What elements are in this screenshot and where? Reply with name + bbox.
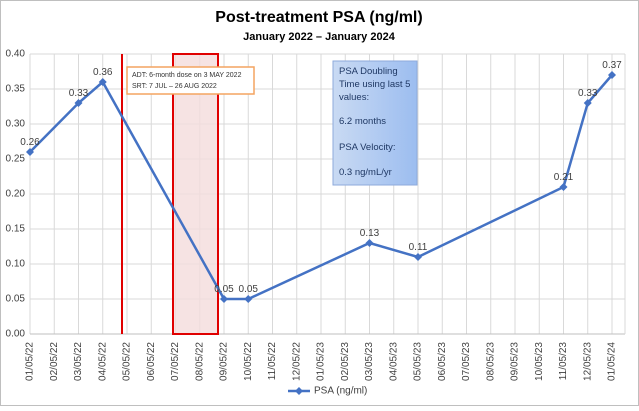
data-label: 0.33 <box>69 88 89 99</box>
x-tick-label: 04/05/22 <box>97 342 108 381</box>
stats-note: 0.3 ng/mL/yr <box>339 167 392 178</box>
x-tick-label: 06/05/23 <box>437 342 448 381</box>
x-tick-label: 09/05/23 <box>510 342 521 381</box>
x-tick-label: 12/05/22 <box>291 342 302 381</box>
y-tick-label: 0.15 <box>6 224 26 235</box>
data-label: 0.33 <box>578 88 598 99</box>
data-label: 0.05 <box>239 284 259 295</box>
data-label: 0.11 <box>409 242 428 253</box>
data-point <box>244 295 253 303</box>
plot-layer: 0.26 0.33 0.36 0.05 0.05 0.13 0.11 0.21 0.33 0.37 <box>20 60 622 303</box>
x-tick-label: 01/05/22 <box>25 342 36 381</box>
y-tick-label: 0.05 <box>6 294 26 305</box>
data-point <box>414 253 422 261</box>
x-tick-label: 02/05/23 <box>340 342 351 381</box>
data-label: 0.21 <box>554 172 574 183</box>
grid-layer <box>29 53 626 335</box>
data-label: 0.13 <box>360 228 380 239</box>
x-tick-label: 11/05/22 <box>267 342 278 381</box>
stats-note: Time using last 5 <box>339 79 410 90</box>
chart-title: Post-treatment PSA (ng/ml) <box>215 9 422 26</box>
data-point <box>26 148 34 156</box>
y-tick-label: 0.00 <box>6 329 26 340</box>
stats-note: 6.2 months <box>339 116 386 127</box>
x-tick-label: 06/05/22 <box>146 342 157 381</box>
y-tick-label: 0.35 <box>6 84 26 95</box>
treatment-box <box>126 66 255 95</box>
stats-note: PSA Velocity: <box>339 142 396 153</box>
x-tick-label: 08/05/22 <box>194 342 205 381</box>
x-tick-label: 11/05/23 <box>558 342 569 381</box>
data-label: 0.36 <box>93 67 113 78</box>
data-point <box>220 295 228 303</box>
legend-marker <box>295 387 303 395</box>
data-label: 0.05 <box>214 284 234 295</box>
treatment-note: ADT: 6-month dose on 3 MAY 2022 <box>132 72 242 79</box>
srt-window <box>172 53 219 335</box>
x-tick-label: 10/05/22 <box>243 342 254 381</box>
data-point <box>583 99 592 107</box>
data-label: 0.26 <box>20 137 40 148</box>
legend-label: PSA (ng/ml) <box>314 386 367 397</box>
line-series <box>29 74 613 301</box>
x-tick-label: 12/05/23 <box>582 342 593 381</box>
stats-note: values: <box>339 92 369 103</box>
data-point <box>608 71 616 79</box>
x-tick-label: 08/05/23 <box>485 342 496 381</box>
x-tick-label: 05/05/23 <box>413 342 424 381</box>
y-tick-label: 0.10 <box>6 259 26 270</box>
data-label: 0.37 <box>602 60 622 71</box>
x-tick-label: 01/05/23 <box>316 342 327 381</box>
chart-subtitle: January 2022 – January 2024 <box>243 31 396 43</box>
x-tick-label: 05/05/22 <box>122 342 133 381</box>
y-tick-label: 0.40 <box>6 49 26 60</box>
x-tick-label: 02/05/22 <box>49 342 60 381</box>
stats-note: PSA Doubling <box>339 66 398 77</box>
x-tick-label: 03/05/22 <box>73 342 84 381</box>
y-tick-label: 0.20 <box>6 189 26 200</box>
x-tick-label: 01/05/24 <box>607 342 618 381</box>
data-point <box>559 183 568 191</box>
x-tick-label: 04/05/23 <box>388 342 399 381</box>
stats-box <box>332 60 418 186</box>
y-tick-label: 0.30 <box>6 119 26 130</box>
x-tick-label: 07/05/22 <box>170 342 181 381</box>
x-tick-label: 10/05/23 <box>534 342 545 381</box>
x-tick-label: 03/05/23 <box>364 342 375 381</box>
y-tick-label: 0.25 <box>6 154 26 165</box>
x-tick-label: 09/05/22 <box>219 342 230 381</box>
x-tick-label: 07/05/23 <box>461 342 472 381</box>
data-point <box>365 239 374 247</box>
data-point <box>74 99 83 107</box>
treatment-note: SRT: 7 JUL – 26 AUG 2022 <box>132 83 217 90</box>
data-point <box>98 78 107 86</box>
